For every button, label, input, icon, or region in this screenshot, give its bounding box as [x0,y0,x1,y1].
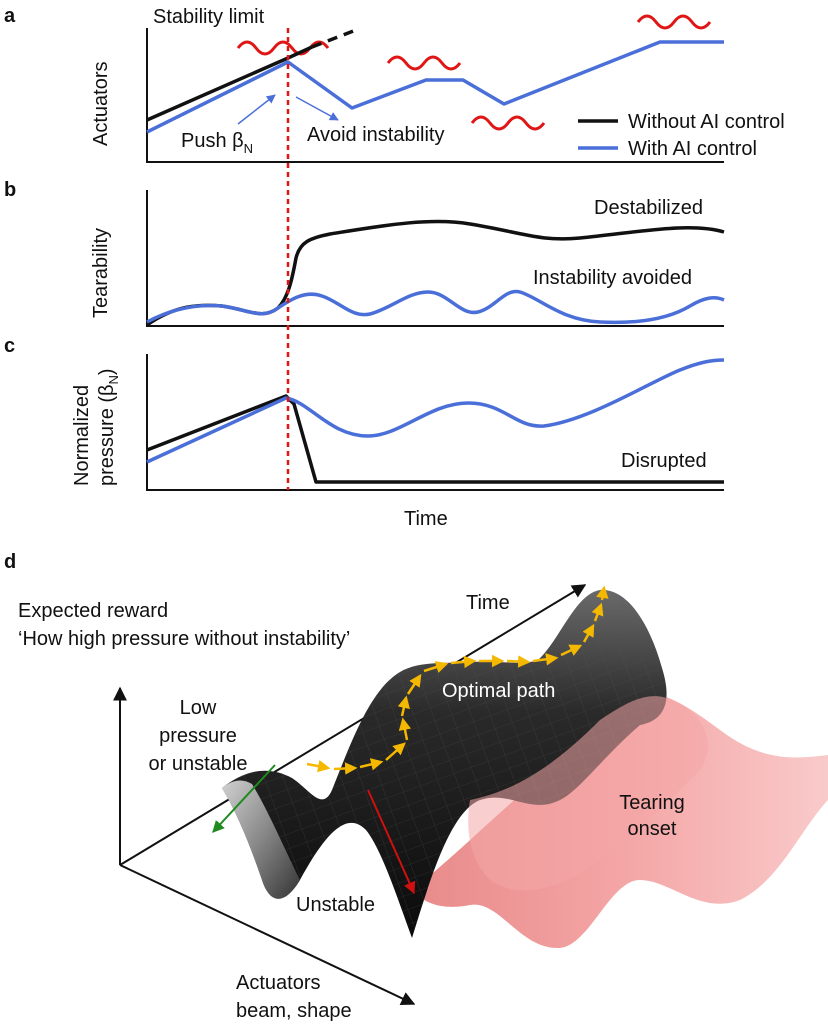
instability-wave-4 [636,14,712,30]
instability-avoided-label: Instability avoided [533,267,692,289]
optimal-path-arrow-1 [306,759,331,773]
instability-wave-1 [236,40,330,56]
optimal-path-arrow-14 [582,623,595,643]
series-with-ai-c [146,358,725,464]
panel-a-axes [146,28,724,163]
optimal-path-arrow-12 [532,653,559,666]
series-without-ai-a-extrapolation [311,28,357,49]
actuators-axis [119,864,416,1005]
tearing-onset-label-line2: onset [628,818,677,840]
legend-label-with-ai: With AI control [628,138,757,160]
optimal-path-arrow-16 [596,585,609,601]
stability-limit-label: Stability limit [153,6,265,28]
panel-c-ylabel-line1: Normalized [71,385,93,486]
optimal-path-arrow-13 [560,644,583,657]
optimal-path-arrow-6 [397,695,410,717]
optimal-path-arrow-15 [591,602,604,622]
optimal-path-arrow-7 [406,673,422,695]
series-with-ai-a [146,40,724,134]
series-with-ai-b [146,289,725,325]
panel-c-letter: c [4,335,15,357]
surface-light-edge [222,780,300,899]
avoid-arrow [295,96,339,121]
instability-wave-2 [386,55,462,71]
panel-b: b Tearability Destabilized Instability a… [4,179,725,327]
instability-wave-3 [470,115,546,131]
low-pressure-label-line1: Low [180,697,217,719]
reward-label-line1: Expected reward [18,600,168,622]
panel-c-ylabel-line2: pressure (βN) [96,368,121,486]
unstable-label: Unstable [296,894,375,916]
time-axis-label: Time [466,592,510,614]
panel-c: c Normalized pressure (βN) Disrupted Tim… [4,335,725,530]
optimal-path-arrow-5 [398,717,412,741]
optimal-path-arrow-4 [385,742,406,761]
panel-a: a Actuators Stability limit Push βN Avoi… [4,5,785,163]
time-xlabel: Time [404,508,448,530]
panel-b-letter: b [4,179,16,201]
legend: Without AI control With AI control [578,111,785,160]
time-axis [119,584,587,866]
low-pressure-arrow [212,764,276,833]
tearing-overlay [468,696,709,891]
optimal-path-arrow-8 [423,661,449,673]
optimal-path [306,585,609,775]
reward-label-line2: ‘How high pressure without instability’ [18,628,350,650]
panel-c-axes [146,354,724,491]
optimal-path-arrow-9 [450,655,477,669]
actuators-label-line2: beam, shape [236,1000,352,1022]
reward-surface [222,589,667,938]
low-pressure-label-line2: pressure [159,725,237,747]
panel-d-letter: d [4,551,16,573]
push-arrow [237,94,276,125]
optimal-path-arrow-11 [506,655,531,668]
unstable-arrow [367,789,416,895]
panel-d: d Expected reward ‘How high pressure wit… [4,551,828,1022]
low-pressure-label-line3: or unstable [149,753,248,775]
actuators-label-line1: Actuators [236,972,320,994]
panel-b-axes [146,190,724,327]
optimal-path-arrow-2 [333,762,358,775]
optimal-path-arrow-3 [359,758,384,771]
optimal-path-label: Optimal path [442,680,555,702]
legend-label-without-ai: Without AI control [628,111,785,133]
destabilized-label: Destabilized [594,197,703,219]
avoid-instability-label: Avoid instability [307,124,444,146]
panel-b-ylabel: Tearability [90,228,112,318]
series-without-ai-c [146,394,724,484]
surface-mesh [222,589,667,938]
panel-a-letter: a [4,5,16,27]
panel-a-ylabel: Actuators [90,62,112,146]
tearing-onset-label-line1: Tearing [619,792,685,814]
disrupted-label: Disrupted [621,450,707,472]
push-beta-label: Push βN [181,130,253,156]
low-pressure-label: Low pressure or unstable [149,697,248,775]
